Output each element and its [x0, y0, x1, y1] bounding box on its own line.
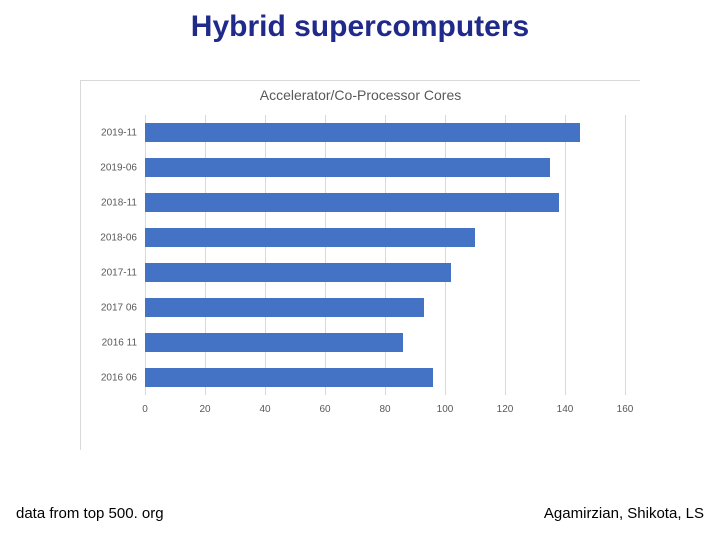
bar — [145, 263, 451, 282]
bar — [145, 298, 424, 317]
x-axis-tick-label: 120 — [497, 404, 514, 415]
bar — [145, 333, 403, 352]
bar-row: 2018-11 — [145, 193, 625, 212]
x-axis-tick-label: 20 — [199, 404, 210, 415]
chart-title: Accelerator/Co-Processor Cores — [81, 81, 640, 113]
bar-row: 2018-06 — [145, 228, 625, 247]
y-axis-category-label: 2018-11 — [101, 197, 137, 208]
chart-plot-area: 2019-11 2019-06 2018-11 2018-06 2017-11 2017 … — [145, 115, 625, 415]
chart-x-axis-labels: 020406080100120140160 — [145, 397, 625, 415]
footer-source-text: data from top 500. org — [16, 505, 164, 522]
slide-title: Hybrid supercomputers — [0, 0, 720, 52]
x-axis-tick-label: 40 — [259, 404, 270, 415]
x-axis-tick-label: 0 — [142, 404, 148, 415]
y-axis-category-label: 2019-06 — [100, 162, 137, 173]
bar — [145, 228, 475, 247]
bar — [145, 368, 433, 387]
y-axis-category-label: 2017-11 — [101, 267, 137, 278]
bar — [145, 193, 559, 212]
x-axis-tick-label: 160 — [617, 404, 634, 415]
y-axis-category-label: 2018-06 — [100, 232, 137, 243]
y-axis-category-label: 2019-11 — [101, 127, 137, 138]
gridline — [625, 115, 626, 395]
x-axis-tick-label: 80 — [379, 404, 390, 415]
chart-bars: 2019-11 2019-06 2018-11 2018-06 2017-11 2017 … — [145, 115, 625, 395]
x-axis-tick-label: 60 — [319, 404, 330, 415]
x-axis-tick-label: 100 — [437, 404, 454, 415]
y-axis-category-label: 2016 06 — [101, 372, 137, 383]
bar-row: 2016 11 — [145, 333, 625, 352]
x-axis-tick-label: 140 — [557, 404, 574, 415]
bar-row: 2017-11 — [145, 263, 625, 282]
footer-authors-text: Agamirzian, Shikota, LS — [544, 505, 704, 522]
bar-row: 2019-11 — [145, 123, 625, 142]
bar-row: 2017 06 — [145, 298, 625, 317]
y-axis-category-label: 2017 06 — [101, 302, 137, 313]
y-axis-category-label: 2016 11 — [102, 337, 137, 348]
bar-row: 2016 06 — [145, 368, 625, 387]
bar-row: 2019-06 — [145, 158, 625, 177]
bar — [145, 158, 550, 177]
chart-container: Accelerator/Co-Processor Cores 2019-1120… — [80, 80, 640, 450]
bar — [145, 123, 580, 142]
